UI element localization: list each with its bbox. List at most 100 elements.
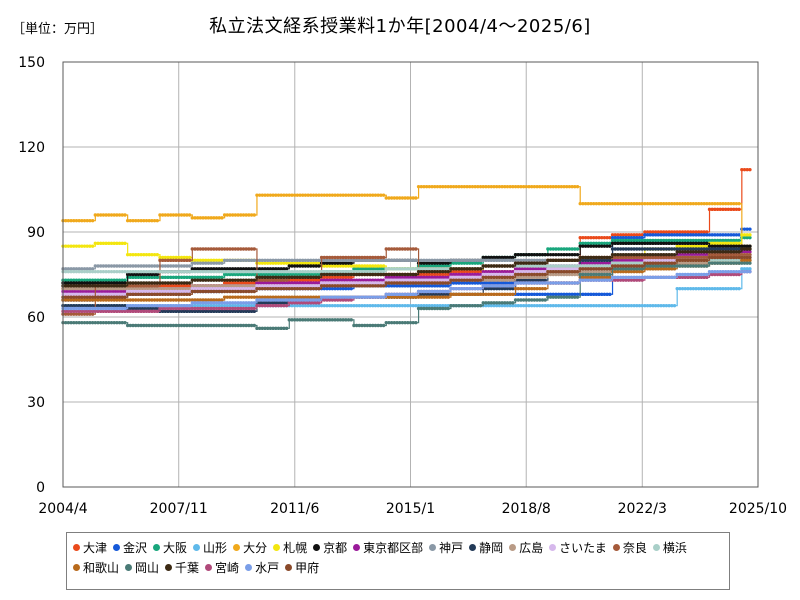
- data-point: [260, 193, 265, 197]
- data-point: [446, 289, 450, 294]
- data-point: [737, 207, 741, 212]
- data-point: [484, 269, 488, 274]
- data-point: [565, 247, 569, 251]
- data-point: [648, 230, 652, 234]
- data-point: [107, 281, 111, 285]
- data-point: [292, 258, 297, 263]
- data-point: [252, 278, 256, 282]
- data-point: [581, 201, 585, 206]
- data-point: [368, 303, 372, 308]
- data-point: [69, 278, 73, 282]
- data-point: [360, 303, 364, 308]
- data-point: [220, 275, 224, 280]
- data-point: [578, 235, 582, 240]
- data-point: [530, 303, 534, 308]
- data-point: [605, 303, 609, 308]
- data-point: [112, 241, 116, 246]
- data-point: [276, 261, 281, 265]
- data-point: [435, 261, 440, 265]
- data-point: [495, 303, 499, 308]
- data-point: [398, 275, 402, 280]
- data-point: [344, 193, 348, 197]
- data-point: [675, 244, 679, 248]
- data-point: [540, 292, 545, 297]
- data-point: [583, 235, 588, 240]
- data-point: [503, 281, 507, 285]
- data-point: [511, 301, 515, 305]
- y-tick-label: 150: [18, 55, 45, 71]
- data-point: [519, 252, 523, 257]
- data-point: [734, 238, 739, 243]
- data-point: [327, 303, 332, 308]
- data-point: [635, 303, 639, 308]
- data-point: [651, 241, 655, 246]
- data-point: [338, 303, 343, 308]
- data-point: [667, 201, 671, 206]
- data-point: [271, 258, 275, 263]
- data-point: [96, 213, 100, 217]
- data-point: [697, 201, 701, 206]
- data-point: [643, 241, 647, 246]
- data-point: [198, 258, 203, 263]
- data-point: [664, 201, 669, 206]
- data-point: [678, 244, 682, 248]
- data-point: [317, 278, 321, 282]
- data-point: [734, 201, 739, 206]
- data-point: [85, 267, 89, 271]
- data-point: [637, 258, 642, 263]
- data-point: [672, 238, 677, 243]
- x-tick-label: 2004/4: [38, 501, 87, 517]
- data-point: [457, 281, 461, 285]
- data-point: [349, 278, 353, 282]
- data-point: [414, 320, 418, 325]
- data-point: [236, 258, 240, 263]
- data-point: [80, 281, 84, 285]
- data-point: [352, 267, 356, 271]
- data-point: [476, 184, 480, 189]
- data-point: [107, 213, 111, 217]
- data-point: [330, 303, 335, 308]
- data-point: [459, 269, 464, 274]
- data-point: [247, 267, 251, 271]
- data-point: [715, 207, 720, 212]
- series-layer: [61, 167, 752, 331]
- data-point: [618, 241, 623, 246]
- data-point: [63, 244, 68, 248]
- data-point: [478, 281, 483, 285]
- data-point: [637, 238, 642, 243]
- data-point: [177, 264, 181, 268]
- data-point: [573, 303, 577, 308]
- data-point: [287, 261, 291, 265]
- data-point: [271, 267, 275, 271]
- data-point: [637, 235, 642, 240]
- data-point: [554, 292, 558, 297]
- data-point: [177, 275, 181, 280]
- data-point: [260, 261, 265, 265]
- data-point: [317, 281, 321, 285]
- x-tick-label: 2025/10: [729, 501, 787, 517]
- data-point: [314, 264, 318, 268]
- data-point: [88, 281, 92, 285]
- data-point: [327, 258, 332, 263]
- data-point: [613, 201, 617, 206]
- data-point: [481, 255, 485, 260]
- data-point: [546, 252, 550, 257]
- data-point: [556, 292, 561, 297]
- data-point: [344, 258, 348, 263]
- data-point: [295, 258, 300, 263]
- data-point: [354, 278, 359, 282]
- data-point: [435, 184, 440, 189]
- data-point: [635, 233, 639, 237]
- data-point: [438, 284, 442, 288]
- data-point: [368, 278, 372, 282]
- data-point: [521, 267, 526, 271]
- data-point: [290, 303, 294, 308]
- data-point: [597, 303, 601, 308]
- data-point: [309, 261, 313, 265]
- data-point: [90, 278, 95, 282]
- data-point: [101, 289, 106, 294]
- data-point: [139, 275, 143, 280]
- data-point: [128, 275, 133, 280]
- data-point: [737, 201, 741, 206]
- data-point: [179, 213, 184, 217]
